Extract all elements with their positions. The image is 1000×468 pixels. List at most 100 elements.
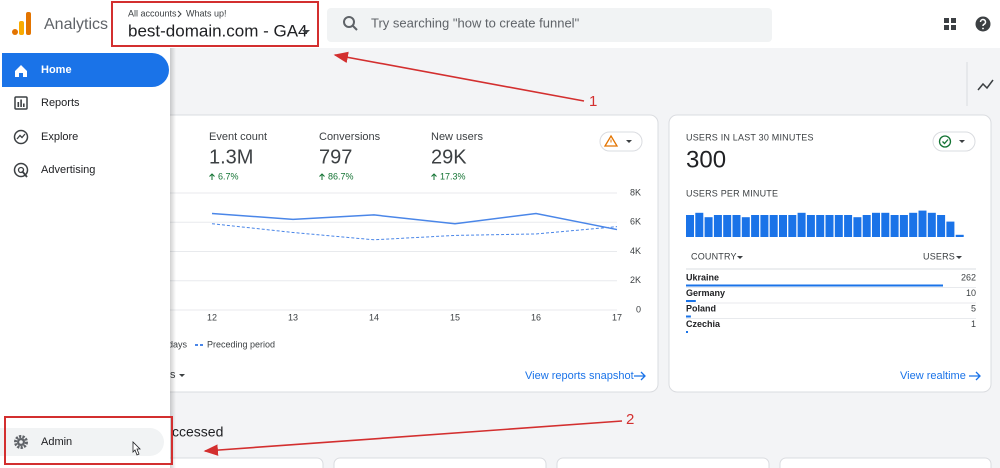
dropdown-caret [956, 256, 962, 259]
icon-part [938, 135, 952, 148]
minute-bar [723, 215, 732, 237]
metric-value: 1.3M [209, 146, 253, 168]
nav-label[interactable]: Reports [41, 97, 80, 109]
up-arrow [431, 173, 437, 180]
metric-value: 797 [319, 146, 352, 168]
up-arrow [209, 173, 215, 180]
account-selector[interactable]: All accounts Whats up! best-domain.com -… [128, 8, 310, 40]
realtime-card [668, 114, 992, 393]
minute-bar [834, 215, 843, 237]
realtime-link[interactable]: View realtime [900, 370, 981, 382]
metric-change: 86.7% [328, 171, 354, 181]
minute-bar [751, 215, 760, 237]
nav-label[interactable]: Advertising [41, 164, 95, 176]
link-text[interactable]: View reports snapshot [525, 370, 634, 382]
card-title: USERS IN LAST 30 MINUTES [686, 132, 814, 142]
series-line [211, 223, 618, 241]
annotation-label: 2 [626, 411, 634, 428]
gear-icon [14, 435, 28, 449]
search-field[interactable] [327, 8, 772, 42]
column-header[interactable]: COUNTRY [691, 251, 737, 261]
nav-item[interactable]: Advertising [13, 162, 96, 178]
country-name: Czechia [686, 319, 721, 329]
y-tick-label: 8K [630, 187, 641, 197]
icon-part [982, 27, 984, 30]
home-icon [15, 65, 27, 77]
column-header[interactable]: USERS [923, 251, 955, 261]
series-line [211, 212, 618, 231]
country-name: Ukraine [686, 272, 719, 282]
minute-bar [862, 215, 871, 237]
icon-part [603, 134, 619, 147]
minute-bar [732, 215, 741, 237]
icon-part [20, 99, 22, 107]
property-name[interactable]: best-domain.com - GA4 [128, 21, 308, 40]
nav-label[interactable]: Home [41, 64, 72, 76]
country-name: Germany [686, 288, 725, 298]
help-icon[interactable] [975, 16, 991, 32]
reports-icon [14, 96, 28, 110]
y-tick-label: 2K [630, 275, 641, 285]
nav-drawer [0, 48, 170, 468]
x-tick-label: 14 [369, 312, 379, 322]
search-placeholder[interactable]: Try searching "how to create funnel" [371, 15, 580, 30]
nav-item[interactable]: Reports [14, 96, 80, 110]
icon-part [23, 103, 25, 107]
x-tick-label: 15 [450, 312, 460, 322]
icon-part [17, 102, 20, 107]
alert-chip[interactable] [599, 131, 643, 152]
metric-label: Conversions [319, 131, 381, 143]
cursor [132, 441, 141, 456]
recent-card[interactable] [333, 457, 547, 468]
recent-card[interactable] [556, 457, 770, 468]
minute-bar [704, 217, 713, 237]
minute-bar [686, 215, 694, 237]
breadcrumb-item[interactable]: All accounts [128, 8, 177, 18]
y-tick-label: 0 [636, 304, 641, 314]
country-bar [686, 331, 688, 333]
realtime-total: 300 [686, 146, 726, 173]
minute-bar [769, 215, 778, 237]
minute-bar [825, 215, 834, 237]
recent-card[interactable] [159, 457, 324, 468]
search-bar[interactable]: Try searching "how to create funnel" [327, 8, 772, 42]
apps-icon[interactable] [944, 18, 956, 30]
icon-part [944, 18, 949, 23]
metric-value: 29K [431, 146, 467, 168]
nav-item[interactable]: Home [15, 64, 72, 77]
nav-item[interactable]: Admin [14, 435, 73, 449]
dropdown-caret [302, 30, 310, 34]
annotation-arrow [333, 51, 585, 102]
annotation-label: 1 [589, 93, 597, 110]
icon-part [21, 170, 28, 178]
search-icon [352, 25, 358, 31]
status-chip[interactable] [932, 131, 976, 152]
reports-link[interactable]: View reports snapshot [525, 370, 646, 382]
minute-bar [899, 215, 908, 237]
metric-label: New users [431, 131, 483, 143]
minute-bar [927, 212, 936, 237]
minute-bar [695, 212, 704, 237]
dropdown-caret [737, 256, 743, 259]
highlight-box [111, 1, 319, 47]
icon-part [951, 25, 956, 30]
recent-card[interactable] [779, 457, 992, 468]
link-arrow [969, 371, 981, 381]
icon-part [19, 440, 23, 444]
nav-item[interactable]: Explore [13, 129, 79, 145]
insights-icon[interactable] [977, 79, 994, 91]
explore-icon [13, 129, 29, 145]
section-title: ccessed [172, 424, 223, 440]
minute-bar [788, 215, 797, 237]
minute-bar [713, 215, 722, 237]
minute-bar [881, 212, 890, 237]
link-text[interactable]: View realtime [900, 370, 966, 382]
nav-label[interactable]: Explore [41, 131, 78, 143]
link-arrow [634, 371, 646, 381]
nav-label[interactable]: Admin [41, 436, 72, 448]
icon-part [16, 133, 26, 140]
breadcrumb-item[interactable]: Whats up! [186, 8, 227, 18]
drawer-shadow [170, 48, 176, 468]
metric-label: Event count [209, 131, 267, 143]
